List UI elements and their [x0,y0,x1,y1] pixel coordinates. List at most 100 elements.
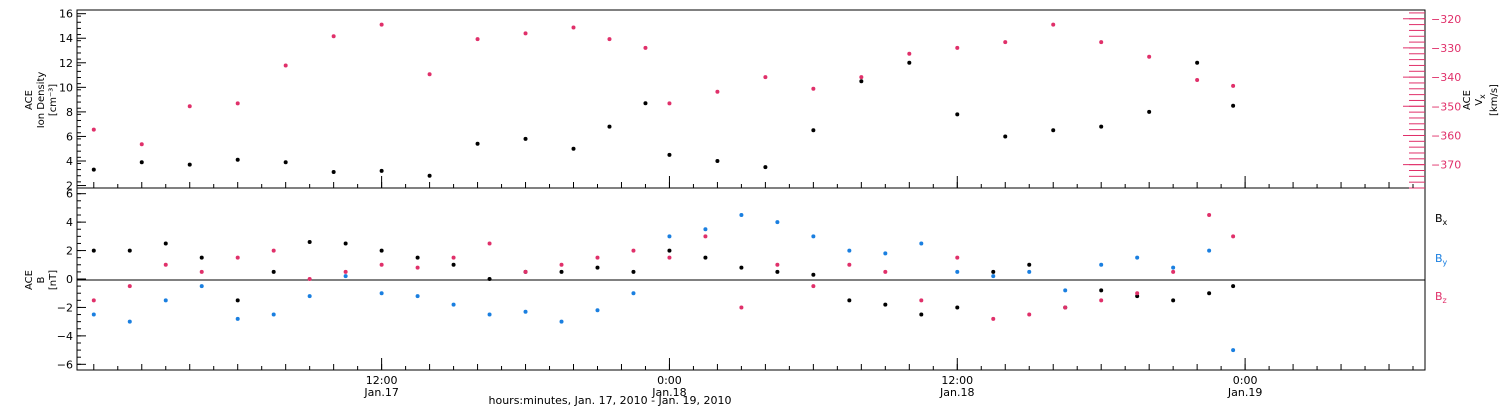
bx-point [487,277,492,281]
by-point [631,291,636,296]
top-ylabel-line3: [cm⁻³] [48,84,59,116]
bottom-ytick-label: 0 [66,273,73,286]
by-point [847,248,852,253]
density-point [1099,124,1104,129]
bz-point [559,262,564,267]
by-point [919,241,924,246]
bz-point [703,234,708,239]
density-point [1051,128,1056,133]
density-point [955,112,960,117]
legend-bz: Bz [1435,290,1447,305]
by-point [127,319,132,324]
density-point [859,79,864,84]
top-y2label-line1: ACE [1462,90,1473,110]
density-point [331,170,336,175]
vx-point [331,34,336,39]
vx-point [1147,54,1152,59]
by-point [271,312,276,317]
bx-point [91,248,96,253]
vx-point [475,37,480,42]
bz-point [1063,305,1068,310]
bz-point [415,265,420,270]
bz-point [595,255,600,260]
by-point [1231,348,1236,353]
bx-point [847,298,852,303]
xtick-date-label: Jan.17 [363,386,398,399]
density-point [139,160,144,165]
bz-point [883,269,888,274]
density-point [1231,103,1236,108]
bz-point [775,262,780,267]
vx-point [1003,40,1008,45]
vx-point [607,37,612,42]
density-point [607,124,612,129]
top-panel-frame [76,9,1426,189]
bottom-ylabel: ACE B [nT] [24,270,59,290]
by-point [595,308,600,313]
vx-point [1195,78,1200,83]
density-point [283,160,288,165]
density-point [1195,60,1200,65]
by-point [1099,262,1104,267]
bz-point [271,248,276,253]
top-y2tick-label: −330 [1431,42,1461,55]
top-y2tick-label: −370 [1431,159,1461,172]
bz-point [667,255,672,260]
top-y2tick-label: −340 [1431,71,1461,84]
marks-layer [91,22,1236,353]
density-point [475,141,480,146]
density-point [1003,134,1008,139]
xtick-date-label: Jan.18 [939,386,974,399]
bx-point [703,255,708,260]
density-point [1147,109,1152,114]
density-point [523,136,528,141]
bx-point [379,248,384,253]
bx-point [415,255,420,260]
by-point [1063,288,1068,293]
bx-point [451,262,456,267]
bz-point [1171,269,1176,274]
vx-point [859,75,864,80]
bx-point [919,312,924,317]
bottom-ytick-label: −2 [57,301,73,314]
bx-point [1207,291,1212,296]
vx-point [235,101,240,106]
density-point [667,152,672,157]
vx-point [715,89,720,94]
top-y2tick-label: −320 [1431,13,1461,26]
by-point [451,302,456,307]
by-point [235,316,240,321]
density-point [715,158,720,163]
by-point [487,312,492,317]
by-point [343,274,348,279]
vx-point [1051,22,1056,27]
xtick-date-label: Jan.18 [651,386,686,399]
bz-point [127,284,132,289]
top-y2label-v: V [1474,99,1485,106]
x-axis-title: hours:minutes, Jan. 17, 2010 - Jan. 19, … [489,394,732,407]
density-point [643,101,648,106]
bx-point [1099,288,1104,293]
top-ytick-label: 6 [66,130,73,143]
bx-point [631,269,636,274]
bottom-ytick-label: −4 [57,330,73,343]
by-point [1171,265,1176,270]
vx-point [379,22,384,27]
bottom-ylabel-line3: [nT] [48,270,59,290]
top-ytick-label: 10 [59,81,73,94]
top-ylabel: ACE Ion Density [cm⁻³] [24,72,59,129]
bz-point [343,269,348,274]
bottom-ylabel-line2: B [36,276,47,283]
bx-point [1027,262,1032,267]
bz-point [991,316,996,321]
top-y2label-line3: [km/s] [1489,84,1500,116]
density-point [811,128,816,133]
bx-point [955,305,960,310]
ticks-layer: 2 4 6 8 10 12 14 16 −320 −330 −340 −350 −360 −370 6 4 2 0… [57,8,1461,399]
bz-point [163,262,168,267]
legend-bx: Bx [1435,212,1448,227]
vx-point [283,63,288,68]
bz-point [379,262,384,267]
by-point [523,309,528,314]
bx-point [1171,298,1176,303]
